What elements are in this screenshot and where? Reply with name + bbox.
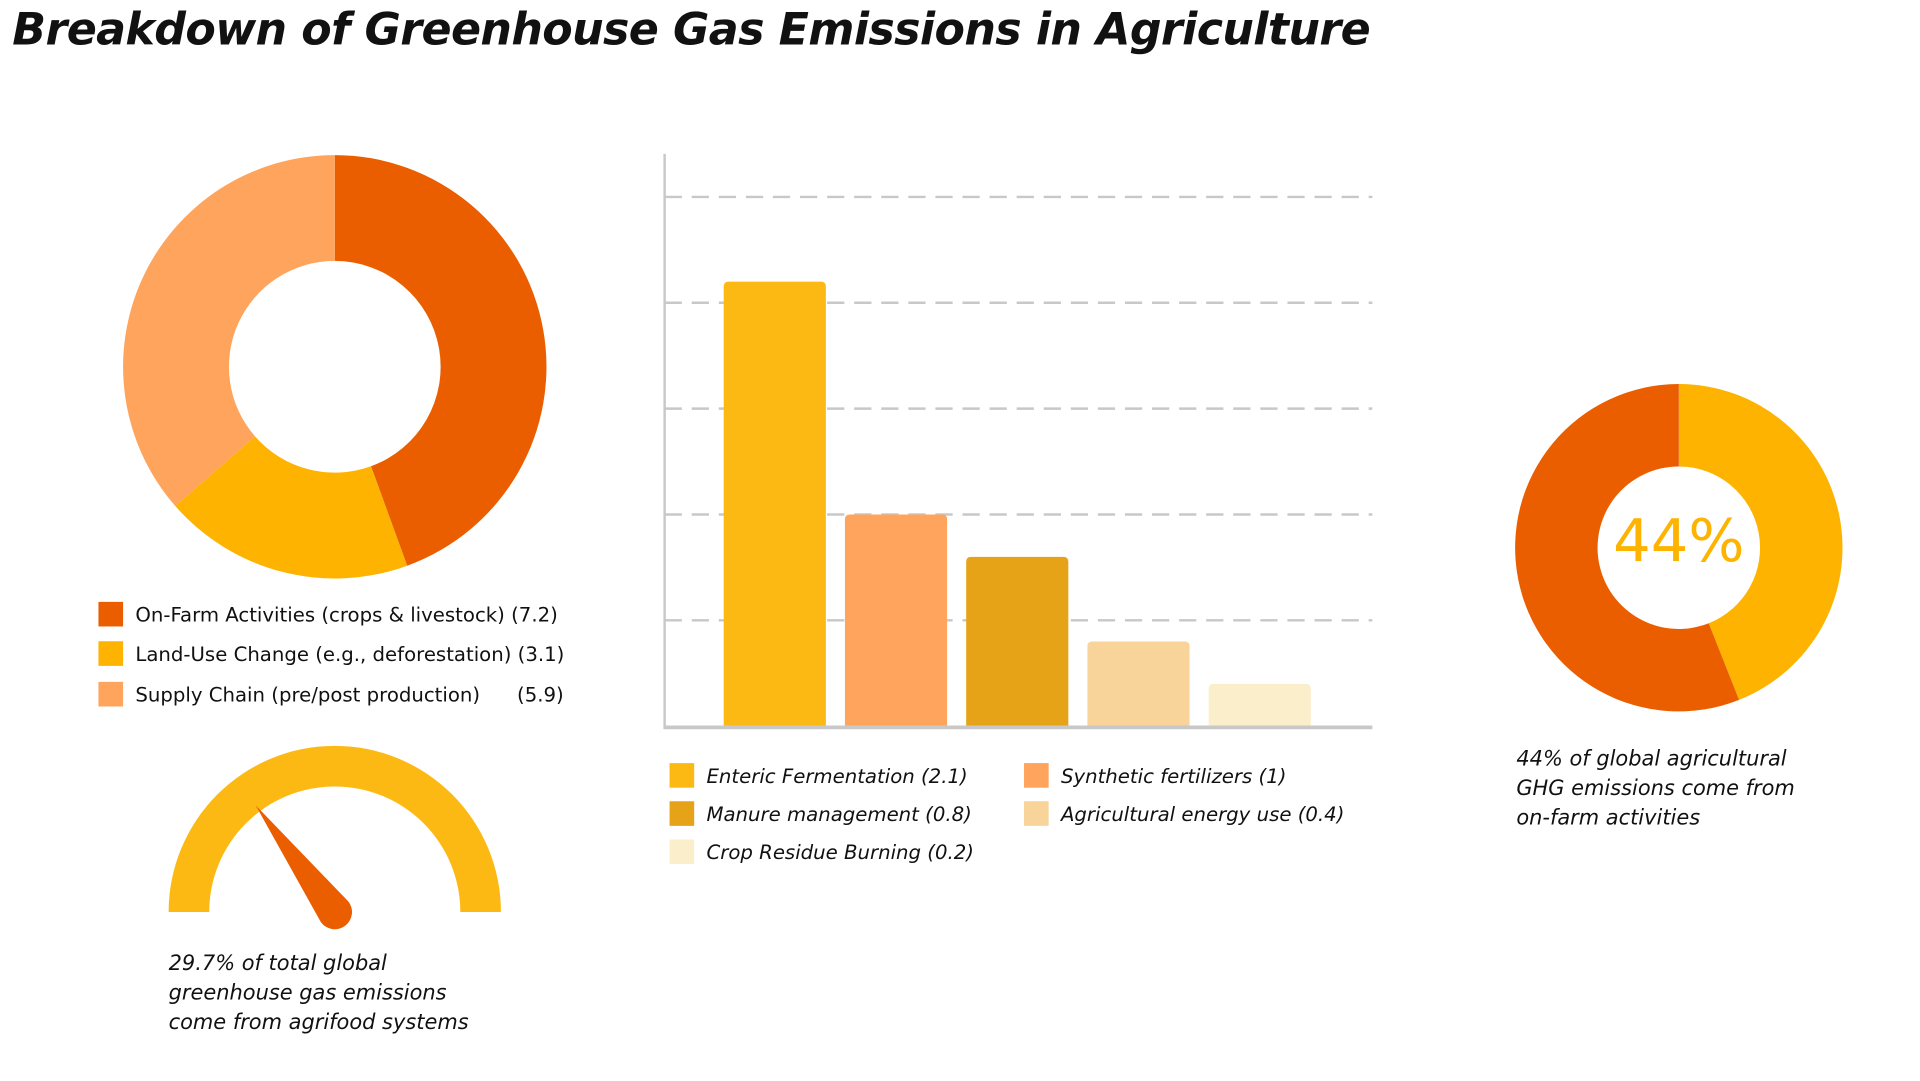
donut-legend-item: Land-Use Change (e.g., deforestation) (3… xyxy=(98,641,564,666)
bar xyxy=(1208,683,1311,727)
bar-legend-item: Agricultural energy use (0.4) xyxy=(1024,801,1344,826)
gauge-arc xyxy=(168,745,501,913)
donut-slice xyxy=(123,155,335,506)
legend-label: Synthetic fertilizers (1) xyxy=(1060,763,1287,788)
donut-slice xyxy=(175,436,408,579)
bar-legend-item: Synthetic fertilizers (1) xyxy=(1024,763,1286,788)
bar xyxy=(1087,641,1190,727)
legend-label: Manure management (0.8) xyxy=(706,801,972,826)
legend-label: Enteric Fermentation (2.1) xyxy=(706,763,968,788)
percent-donut-slice xyxy=(1515,384,1740,712)
percent-label: 44% xyxy=(1613,507,1745,577)
percent-caption: 44% of global agricultural GHG emissions … xyxy=(1516,747,1795,831)
page-title: Breakdown of Greenhouse Gas Emissions in… xyxy=(12,4,1371,56)
donut-slice xyxy=(334,155,547,566)
donut-legend-item: Supply Chain (pre/post production) (5.9) xyxy=(98,681,564,707)
legend-label: Agricultural energy use (0.4) xyxy=(1060,801,1345,826)
bar-legend-item: Manure management (0.8) xyxy=(669,801,972,826)
legend-label: Crop Residue Burning (0.2) xyxy=(706,840,974,864)
legend-swatch xyxy=(98,601,124,627)
legend-value: (5.9) xyxy=(517,682,564,706)
legend-label: On-Farm Activities (crops & livestock) (… xyxy=(135,602,558,626)
legend-label: Land-Use Change (e.g., deforestation) (3… xyxy=(135,641,565,666)
gauge-needle xyxy=(255,805,353,930)
legend-swatch xyxy=(98,641,124,666)
legend-swatch xyxy=(669,839,695,865)
bar xyxy=(966,556,1069,727)
legend-swatch xyxy=(1024,801,1049,826)
bar-legend-item: Enteric Fermentation (2.1) xyxy=(669,763,968,788)
gauge-caption: 29.7% of total global greenhouse gas emis… xyxy=(168,951,469,1036)
bar-legend-item: Crop Residue Burning (0.2) xyxy=(669,839,974,865)
legend-swatch xyxy=(669,763,695,788)
legend-swatch xyxy=(98,681,124,707)
percent-donut-slice xyxy=(1678,384,1843,700)
legend-swatch xyxy=(669,801,695,826)
donut-legend-item: On-Farm Activities (crops & livestock) (… xyxy=(98,601,558,627)
bar xyxy=(844,514,948,727)
legend-swatch xyxy=(1024,763,1049,788)
legend-label: Supply Chain (pre/post production) xyxy=(135,682,481,706)
bar xyxy=(723,281,826,727)
